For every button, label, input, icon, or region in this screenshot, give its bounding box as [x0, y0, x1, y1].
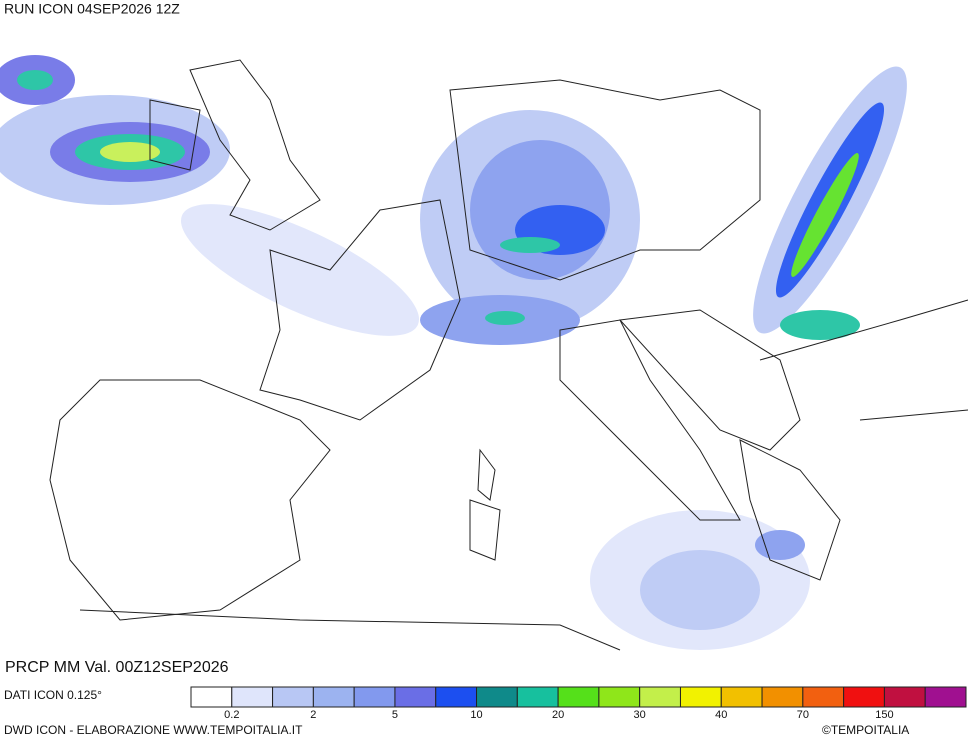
color-bar-label: 0.2	[224, 709, 239, 721]
color-swatch	[720, 686, 763, 708]
color-bar-label: 5	[392, 709, 398, 721]
color-swatch	[435, 686, 478, 708]
borders	[49, 59, 968, 651]
precipitation	[0, 55, 907, 650]
color-bar-label: 10	[470, 709, 482, 721]
color-swatch	[557, 686, 600, 708]
color-bar: 0.2 2 5 10 20 30 40 70 150	[190, 686, 967, 721]
color-swatch	[516, 686, 559, 708]
run-title: RUN ICON 04SEP2026 12Z	[4, 1, 180, 17]
footer-credit: DWD ICON - ELABORAZIONE WWW.TEMPOITALIA.…	[4, 723, 303, 737]
color-swatch	[231, 686, 274, 708]
color-swatch	[190, 686, 233, 708]
color-swatch	[883, 686, 926, 708]
color-swatch	[639, 686, 681, 708]
color-bar-label: 70	[797, 709, 809, 721]
map-caption: PRCP MM Val. 00Z12SEP2026	[5, 659, 229, 676]
color-swatch	[353, 686, 396, 708]
map: RUN ICON 04SEP2026 12Z PRCP MM Val. 00Z1…	[0, 0, 968, 676]
color-bar-label: 40	[715, 709, 727, 721]
color-swatch	[598, 686, 641, 708]
color-swatch	[394, 686, 437, 708]
color-swatch	[679, 686, 722, 708]
color-bar-label: 2	[310, 709, 316, 721]
color-swatch	[312, 686, 355, 708]
color-swatch	[802, 686, 845, 708]
color-swatch	[476, 686, 518, 708]
data-source: DATI ICON 0.125°	[4, 688, 102, 702]
color-bar-label: 20	[552, 709, 564, 721]
color-swatch	[843, 686, 885, 708]
color-swatch	[924, 686, 967, 708]
color-swatch	[272, 686, 314, 708]
footer-brand: ©TEMPOITALIA	[822, 723, 909, 737]
color-bar-label: 150	[875, 709, 893, 721]
color-bar-label: 30	[634, 709, 646, 721]
color-swatch	[761, 686, 804, 708]
